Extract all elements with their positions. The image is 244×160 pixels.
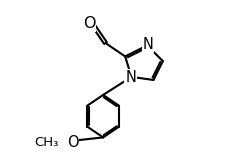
Text: CH₃: CH₃ xyxy=(35,136,59,149)
Text: N: N xyxy=(125,70,136,85)
Text: O: O xyxy=(83,16,95,31)
Text: O: O xyxy=(67,135,78,150)
Text: N: N xyxy=(142,37,153,52)
